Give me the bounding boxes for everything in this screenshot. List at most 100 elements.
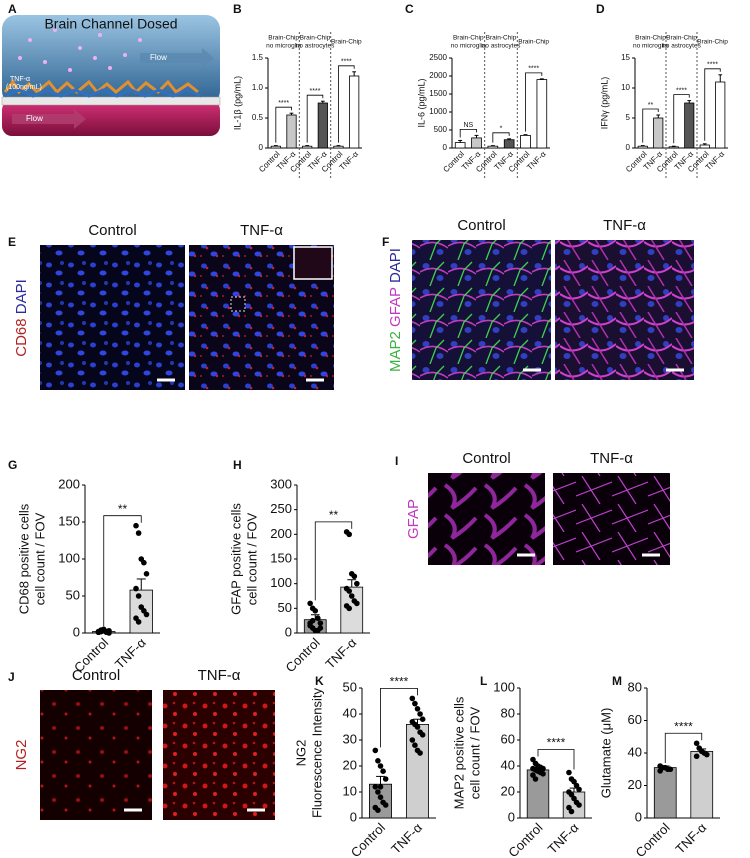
data-point <box>377 763 384 769</box>
data-point <box>412 700 418 707</box>
y-tick-label: 0 <box>626 143 631 152</box>
y-tick-label: 1.0 <box>252 83 264 92</box>
x-tick-label: TNF-α <box>545 820 582 857</box>
panel-letter: K <box>315 674 324 688</box>
y-tick-label: 250 <box>270 501 292 516</box>
data-point <box>412 742 418 748</box>
y-axis-label: Glutamate (μM) <box>598 708 613 799</box>
flow-label: Flow <box>150 53 167 62</box>
data-point <box>417 711 423 717</box>
data-point <box>693 740 700 747</box>
data-point <box>419 732 426 738</box>
significance-label: **** <box>341 59 352 66</box>
channel-name: DAPI <box>13 279 30 314</box>
significance-bracket <box>459 129 477 138</box>
data-point <box>417 750 423 756</box>
data-point <box>372 747 379 754</box>
group-label: no microglia <box>633 43 668 50</box>
data-point <box>346 531 352 538</box>
bar <box>286 114 297 149</box>
group-label: no microglia <box>266 43 301 50</box>
drug-label: (100ng/mL) <box>6 84 42 91</box>
bar <box>487 145 499 149</box>
group-label: Brain-Chip <box>486 35 517 42</box>
panel-letter: L <box>480 674 487 688</box>
data-point <box>354 600 360 607</box>
y-tick-label: 0 <box>350 809 357 824</box>
panel-letter: I <box>395 454 398 468</box>
panel-letter: C <box>405 2 414 16</box>
significance-label: ** <box>648 102 654 109</box>
y-tick-label: 0 <box>259 143 264 152</box>
image-title: Control <box>462 450 510 467</box>
panel-letter: G <box>8 458 17 472</box>
significance-bracket <box>380 688 418 748</box>
y-axis-label: IL-1β (pg/mL) <box>232 76 242 130</box>
diagram-title: Brain Channel Dosed <box>44 16 177 32</box>
y-tick-label: 50 <box>343 679 357 694</box>
y-tick-label: 2500 <box>429 53 447 62</box>
panel-letter: H <box>233 458 242 472</box>
data-point <box>133 585 139 592</box>
data-point <box>346 605 352 612</box>
channel-label: CD68 DAPI <box>13 279 30 357</box>
data-point <box>348 593 355 599</box>
data-point <box>141 559 147 566</box>
x-tick-label: TNF-α <box>672 820 709 857</box>
image-title: TNF-α <box>240 222 283 239</box>
group-label: Brain-Chip <box>453 35 484 42</box>
channel-name: MAP2 <box>387 327 404 372</box>
bar <box>471 137 482 149</box>
y-tick-label: 150 <box>58 513 80 528</box>
significance-label: **** <box>674 719 693 733</box>
y-tick-label: 10 <box>343 783 357 798</box>
data-point <box>409 695 416 702</box>
drug-label: TNF-α <box>10 76 30 83</box>
y-tick-label: 30 <box>343 731 357 746</box>
panel-letter: D <box>596 2 605 16</box>
y-axis-label: cell count / FOV <box>244 512 259 605</box>
data-point <box>409 737 416 743</box>
data-point <box>576 802 582 808</box>
group-label: Brain-Chip <box>268 35 299 42</box>
data-point <box>143 571 150 577</box>
inset <box>293 246 333 280</box>
y-tick-label: 2000 <box>429 71 447 80</box>
y-axis-label: MAP2 positive cells <box>452 696 467 809</box>
data-point <box>576 786 582 793</box>
y-axis-label: cell count / FOV <box>467 706 482 799</box>
channel-name: NG2 <box>13 740 30 771</box>
x-tick-label: TNF-α <box>112 635 149 672</box>
bar <box>637 145 648 149</box>
y-tick-label: 10 <box>621 83 630 92</box>
y-tick-label: 0.5 <box>252 113 264 122</box>
data-point <box>657 768 663 774</box>
y-tick-label: 40 <box>343 705 357 720</box>
panel-letter: M <box>612 674 622 688</box>
data-point <box>375 789 381 795</box>
micrograph <box>40 245 185 390</box>
y-tick-label: 40 <box>501 757 515 772</box>
data-point <box>135 530 142 536</box>
y-axis-label: GFAP positive cells <box>229 503 244 615</box>
bar <box>699 144 710 149</box>
significance-label: **** <box>310 88 321 95</box>
significance-label: **** <box>528 66 539 73</box>
bar <box>302 145 313 149</box>
y-tick-label: 500 <box>434 125 448 134</box>
data-point <box>143 611 150 618</box>
data-point <box>414 706 421 712</box>
channel-name: CD68 <box>13 314 30 357</box>
data-point <box>354 580 360 587</box>
y-axis-label: CD68 positive cells <box>17 503 32 614</box>
data-point <box>704 751 710 758</box>
y-tick-label: 0 <box>635 809 642 824</box>
micrograph <box>553 473 670 565</box>
image-title: Control <box>72 667 120 684</box>
significance-bracket <box>673 94 690 144</box>
data-point <box>382 776 389 782</box>
data-point <box>317 625 324 631</box>
y-tick-label: 80 <box>628 679 642 694</box>
y-tick-label: 0 <box>508 809 515 824</box>
y-tick-label: 0 <box>443 143 448 152</box>
